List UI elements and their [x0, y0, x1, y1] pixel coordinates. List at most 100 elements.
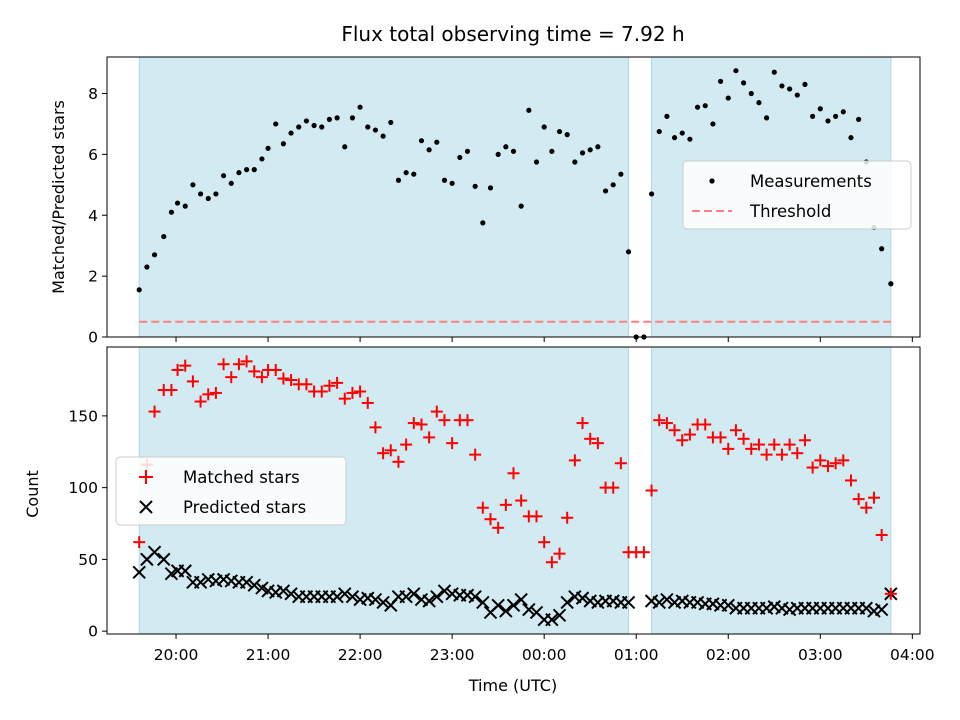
measurement-point-13 [236, 170, 242, 176]
matched-point-54 [545, 556, 558, 569]
predicted-point-38 [422, 594, 436, 608]
legend-threshold-label: Threshold [749, 202, 831, 221]
matched-point-84 [775, 448, 788, 461]
predicted-point-40 [437, 584, 452, 598]
matched-point-44 [469, 448, 482, 461]
measurement-point-22 [303, 118, 310, 124]
measurement-point-90 [825, 118, 831, 124]
measurement-point-31 [372, 127, 379, 133]
top-ytick-label-0: 0 [88, 329, 98, 347]
measurement-point-51 [526, 107, 532, 113]
matched-point-29 [354, 385, 367, 398]
legend-matched-label: Matched stars [183, 468, 300, 487]
matched-point-43 [461, 414, 474, 427]
measurement-point-7 [190, 182, 196, 188]
x-tick-label-00:00: 00:00 [522, 646, 567, 664]
bottom-axes-frame [106, 346, 921, 635]
top-panel: 0 2 4 6 8 Matched/Predicted stars Measuremen… [49, 56, 921, 347]
measurement-point-23 [311, 122, 317, 129]
matched-point-30 [361, 396, 374, 409]
predicted-point-49 [506, 598, 521, 613]
predicted-point-8 [193, 575, 208, 590]
measurement-point-15 [251, 167, 257, 173]
matched-point-97 [875, 528, 888, 541]
matched-point-89 [814, 454, 827, 467]
matched-point-69 [660, 417, 673, 430]
predicted-point-3 [157, 552, 171, 567]
matched-point-12 [225, 371, 238, 384]
matched-point-32 [377, 447, 390, 460]
matched-point-28 [346, 386, 359, 399]
bot-ytick-label-50: 50 [78, 551, 98, 569]
predicted-point-32 [376, 595, 390, 610]
x-tick-label-23:00: 23:00 [430, 646, 475, 664]
measurement-point-9 [205, 195, 211, 202]
predicted-point-0 [132, 565, 146, 580]
matched-point-25 [323, 379, 336, 392]
measurement-point-40 [441, 177, 448, 183]
measurement-point-45 [480, 220, 486, 226]
measurement-point-83 [771, 69, 777, 75]
matched-point-66 [637, 546, 650, 559]
predicted-point-64 [621, 595, 636, 610]
measurement-point-25 [326, 116, 333, 122]
legend-predicted-label: Predicted stars [183, 498, 306, 517]
matched-point-46 [484, 513, 497, 526]
matched-point-26 [331, 376, 344, 389]
predicted-point-31 [368, 592, 383, 607]
measurement-point-17 [265, 145, 271, 151]
matched-point-85 [783, 438, 796, 451]
bottom-y-axis: 0 50 100 150 [68, 407, 107, 641]
measurement-point-16 [259, 156, 265, 162]
measurement-point-69 [664, 113, 670, 119]
legend-predicted-marker [139, 500, 153, 514]
measurement-point-55 [556, 128, 563, 135]
measurement-point-53 [541, 124, 547, 130]
measurement-point-62 [610, 182, 616, 188]
matched-point-18 [269, 363, 282, 376]
matched-point-48 [499, 498, 512, 511]
measurement-point-36 [411, 171, 417, 177]
matched-point-72 [683, 428, 696, 441]
measurement-point-5 [174, 200, 181, 206]
measurement-point-26 [334, 115, 340, 121]
measurement-point-10 [213, 191, 219, 197]
measurement-point-39 [434, 139, 440, 145]
x-axis-label: Time (UTC) [468, 676, 557, 695]
measurement-point-43 [464, 148, 471, 154]
matched-point-95 [860, 501, 873, 514]
matched-point-49 [507, 467, 520, 480]
matched-point-77 [722, 442, 735, 455]
measurement-point-87 [802, 81, 808, 87]
matched-point-11 [217, 358, 230, 371]
predicted-point-55 [552, 608, 567, 623]
x-tick-label-21:00: 21:00 [246, 646, 291, 664]
x-tick-label-20:00: 20:00 [154, 646, 199, 664]
bot-ytick-label-0: 0 [88, 623, 98, 641]
top-legend-box [682, 160, 912, 230]
matched-point-14 [240, 355, 253, 368]
matched-point-38 [423, 431, 436, 444]
predicted-point-44 [468, 589, 482, 604]
measurement-point-77 [725, 95, 731, 101]
matched-point-60 [591, 437, 604, 450]
measurement-point-98 [888, 281, 894, 287]
measurement-point-60 [595, 144, 601, 150]
x-tick-label-03:00: 03:00 [798, 646, 843, 664]
measurement-point-1 [144, 264, 150, 270]
matched-point-52 [530, 510, 543, 523]
matched-point-47 [492, 521, 505, 534]
measurement-point-93 [848, 135, 854, 141]
measurement-point-50 [518, 203, 524, 209]
measurement-point-74 [702, 103, 708, 109]
bottom-y-axis-label: Count [23, 470, 42, 518]
measurement-point-84 [779, 83, 785, 89]
measurement-point-38 [426, 147, 432, 153]
predicted-point-58 [575, 591, 590, 605]
matched-point-27 [338, 392, 351, 405]
matched-point-0 [133, 536, 146, 549]
predicted-point-93 [859, 601, 874, 615]
measurement-point-19 [280, 141, 287, 147]
predicted-point-95 [874, 602, 889, 617]
predicted-point-15 [247, 578, 261, 592]
